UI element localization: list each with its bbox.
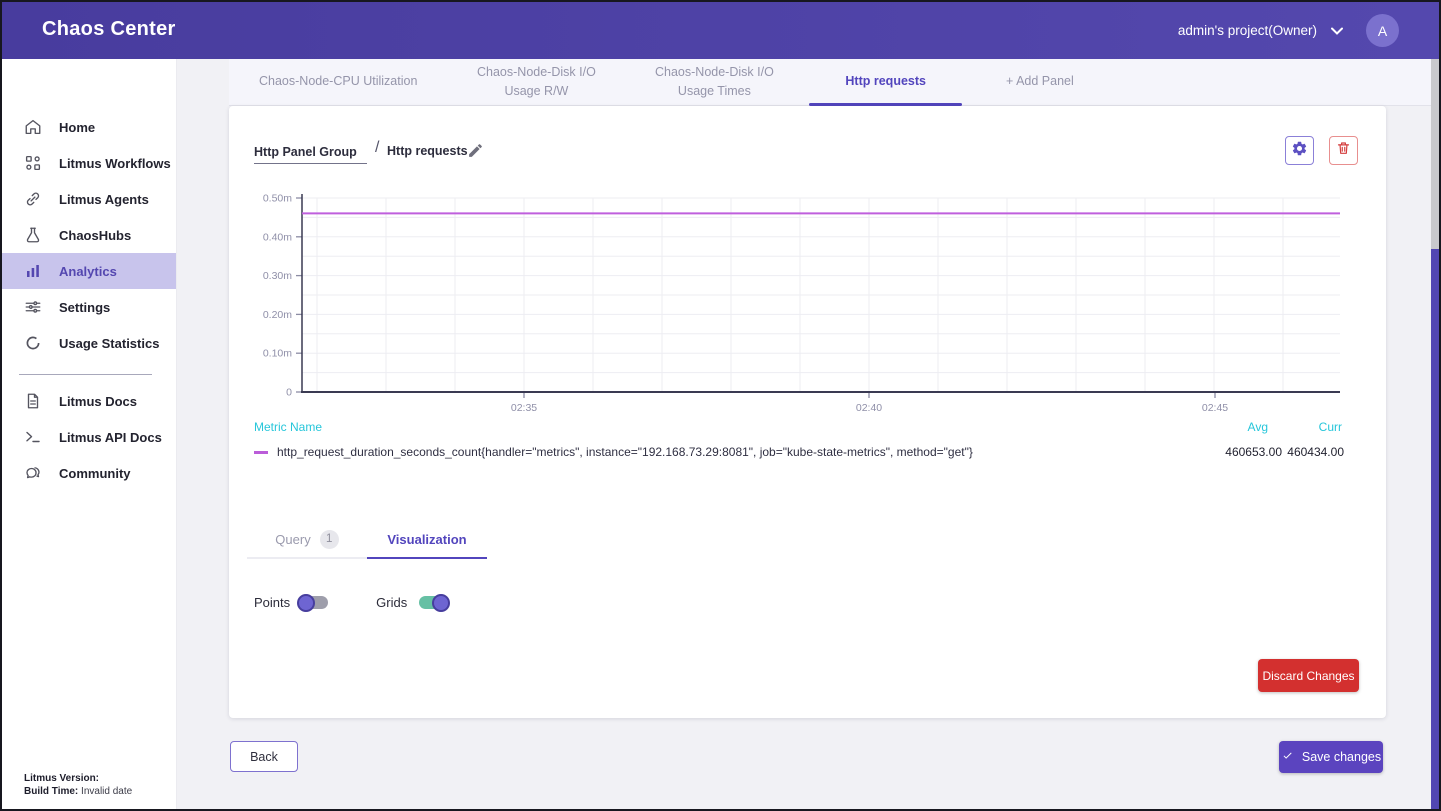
legend-curr-header: Curr: [1318, 420, 1342, 434]
toggle-thumb: [297, 593, 316, 612]
circle-icon: [24, 334, 42, 352]
panel-delete-button[interactable]: [1329, 136, 1358, 165]
sidebar-item-label: Litmus Agents: [59, 191, 149, 207]
series-color-dash: [254, 450, 268, 454]
home-icon: [24, 118, 42, 136]
sidebar-item-label: Home: [59, 119, 96, 135]
terminal-icon: [24, 428, 42, 446]
panel-group-name-input[interactable]: [254, 140, 367, 164]
project-dropdown[interactable]: admin's project(Owner): [1178, 2, 1343, 59]
svg-text:0.40m: 0.40m: [263, 231, 292, 243]
sidebar-item-label: Settings: [59, 299, 111, 315]
sidebar-item-litmus-docs[interactable]: Litmus Docs: [2, 383, 176, 419]
sidebar-item-chaoshubs[interactable]: ChaosHubs: [2, 217, 176, 253]
tab-query[interactable]: Query 1: [247, 521, 367, 559]
save-changes-label: Save changes: [1301, 750, 1382, 764]
sidebar-item-community[interactable]: Community: [2, 455, 176, 491]
points-toggle-label: Points: [254, 595, 291, 610]
sidebar-item-home[interactable]: Home: [2, 109, 176, 145]
gear-icon: [1291, 140, 1308, 162]
version-info: Litmus Version: Build Time: Invalid date: [24, 772, 132, 798]
sidebar-item-label: ChaosHubs: [59, 227, 132, 243]
back-button[interactable]: Back: [230, 741, 298, 772]
panel-editor-card: / Http requests 0.50m 0.40m 0.30m 0.20m 0.10…: [229, 106, 1386, 718]
tab-http-requests[interactable]: Http requests: [803, 59, 968, 106]
metrics-chart-area: 0.50m 0.40m 0.30m 0.20m 0.10m 0 02:35 02:40 02:4…: [229, 192, 1386, 427]
svg-text:0.10m: 0.10m: [263, 348, 292, 360]
scrollbar-thumb[interactable]: [1431, 249, 1439, 809]
panel-settings-button[interactable]: [1285, 136, 1314, 165]
legend-avg-header: Avg: [1247, 420, 1268, 434]
toggle-thumb: [432, 593, 451, 612]
panel-name: Http requests: [387, 144, 468, 158]
query-count-badge: 1: [319, 529, 339, 549]
check-icon: [1281, 750, 1294, 764]
visualization-toggles: Points Grids: [254, 593, 451, 612]
sidebar-item-analytics[interactable]: Analytics: [2, 253, 176, 289]
points-toggle[interactable]: [297, 593, 329, 612]
bar-chart-icon: [24, 262, 42, 280]
tab-chaos-node-disk-io-usage-rw[interactable]: Chaos-Node-Disk I/O Usage R/W: [477, 64, 596, 98]
svg-text:0.50m: 0.50m: [263, 193, 292, 205]
flask-icon: [24, 226, 42, 244]
query-tab-label: Query: [275, 531, 311, 547]
legend-metric-name: http_request_duration_seconds_count{hand…: [277, 445, 973, 459]
sidebar: Home Litmus Workflows Litmus Agents Chao…: [2, 59, 177, 809]
svg-text:02:35: 02:35: [511, 402, 537, 414]
workflows-icon: [24, 154, 42, 172]
tab-chaos-node-cpu-utilization[interactable]: Chaos-Node-CPU Utilization: [259, 74, 418, 89]
app-title: Chaos Center: [42, 18, 176, 40]
sidebar-item-litmus-workflows[interactable]: Litmus Workflows: [2, 145, 176, 181]
sidebar-item-litmus-api-docs[interactable]: Litmus API Docs: [2, 419, 176, 455]
breadcrumb-separator: /: [375, 139, 380, 156]
add-panel-button[interactable]: + Add Panel: [1005, 74, 1074, 89]
build-time-value: Invalid date: [81, 786, 133, 797]
version-label: Litmus Version:: [24, 773, 100, 784]
edit-pencil-icon[interactable]: [467, 142, 487, 162]
link-icon: [24, 190, 42, 208]
svg-text:0.20m: 0.20m: [263, 309, 292, 321]
svg-text:0: 0: [286, 387, 292, 399]
sidebar-item-litmus-agents[interactable]: Litmus Agents: [2, 181, 176, 217]
sliders-icon: [24, 298, 42, 316]
save-changes-button[interactable]: Save changes: [1279, 741, 1383, 773]
main-content: Chaos-Node-CPU Utilization Chaos-Node-Di…: [177, 59, 1439, 809]
sidebar-item-label: Community: [59, 465, 131, 481]
legend-row: http_request_duration_seconds_count{hand…: [254, 445, 1344, 459]
legend-avg-value: 460653.00: [1225, 445, 1282, 459]
sidebar-item-label: Litmus API Docs: [59, 429, 162, 445]
sidebar-item-label: Litmus Workflows: [59, 155, 171, 171]
chart-legend: Metric Name Avg Curr http_request_durati…: [254, 420, 1344, 459]
svg-text:02:40: 02:40: [856, 402, 882, 414]
metrics-chart: 0.50m 0.40m 0.30m 0.20m 0.10m 0 02:35 02:40 02:4…: [263, 193, 1340, 414]
sidebar-item-settings[interactable]: Settings: [2, 289, 176, 325]
visualization-tab-label: Visualization: [387, 531, 467, 547]
editor-tabs: Query 1 Visualization: [247, 521, 487, 559]
chevron-down-icon: [1331, 23, 1343, 38]
app-header: Chaos Center admin's project(Owner) A: [2, 2, 1439, 59]
tab-visualization[interactable]: Visualization: [367, 521, 487, 559]
legend-metric-header: Metric Name: [254, 420, 323, 434]
discard-changes-button[interactable]: Discard Changes: [1258, 659, 1359, 692]
project-name: admin's project(Owner): [1177, 23, 1317, 38]
svg-text:02:45: 02:45: [1202, 402, 1228, 414]
sidebar-divider: [19, 374, 152, 375]
sidebar-item-label: Usage Statistics: [59, 335, 160, 351]
sidebar-item-label: Litmus Docs: [59, 393, 138, 409]
svg-text:0.30m: 0.30m: [263, 270, 292, 282]
grids-toggle-label: Grids: [376, 595, 408, 610]
document-icon: [24, 392, 42, 410]
sidebar-item-usage-statistics[interactable]: Usage Statistics: [2, 325, 176, 361]
grids-toggle[interactable]: [419, 593, 451, 612]
tab-chaos-node-disk-io-usage-times[interactable]: Chaos-Node-Disk I/O Usage Times: [655, 64, 774, 98]
panel-tabstrip: Chaos-Node-CPU Utilization Chaos-Node-Di…: [229, 59, 1435, 106]
legend-curr-value: 460434.00: [1287, 445, 1344, 459]
sidebar-item-label: Analytics: [59, 263, 117, 279]
build-time-label: Build Time:: [24, 786, 79, 797]
chat-icon: [24, 464, 42, 482]
trash-icon: [1336, 140, 1351, 161]
avatar[interactable]: A: [1366, 14, 1399, 47]
scrollbar-track[interactable]: [1431, 59, 1439, 809]
